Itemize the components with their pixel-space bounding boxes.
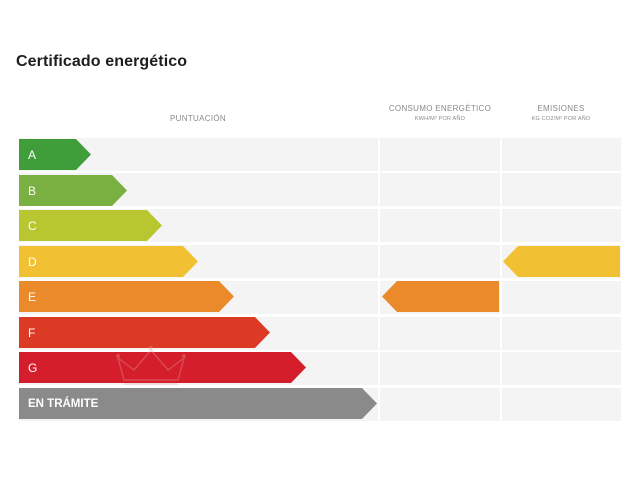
- emissions-cell: [502, 209, 621, 242]
- consumption-cell: [380, 317, 500, 350]
- emissions-rating-indicator: [503, 246, 620, 277]
- consumption-cell: [380, 388, 500, 421]
- rating-bar-g: G: [19, 352, 306, 383]
- consumption-column-header: CONSUMO ENERGÉTICO KWH/M² POR AÑO: [380, 104, 500, 122]
- rating-bar-f: F: [19, 317, 270, 348]
- emissions-column-label: EMISIONES: [537, 104, 585, 113]
- rating-bar-a: A: [19, 139, 91, 170]
- rating-bar-d: D: [19, 246, 198, 277]
- consumption-cell: [380, 245, 500, 278]
- page-title: Certificado energético: [16, 53, 188, 70]
- emissions-column-unit: KG CO2/M² POR AÑO: [531, 116, 591, 122]
- consumption-rating-indicator: [382, 281, 499, 312]
- rating-label: B: [28, 183, 37, 198]
- rating-label: D: [28, 254, 37, 269]
- emissions-cell: [502, 388, 621, 421]
- rating-label: G: [28, 360, 38, 375]
- rating-label: C: [28, 218, 37, 233]
- rating-bar-pending: EN TRÁMITE: [19, 388, 377, 419]
- consumption-cell: [380, 352, 500, 385]
- rating-bar-e: E: [19, 281, 234, 312]
- rating-label: A: [28, 147, 37, 162]
- score-column-header: PUNTUACIÓN: [19, 114, 377, 123]
- emissions-cell: [502, 281, 621, 314]
- grid-row-a: [19, 138, 621, 171]
- rating-bar-b: B: [19, 175, 127, 206]
- score-column-label: PUNTUACIÓN: [170, 114, 226, 123]
- rating-bar-c: C: [19, 210, 162, 241]
- rating-label: E: [28, 289, 37, 304]
- crown-watermark-icon: [116, 346, 186, 385]
- consumption-cell: [380, 209, 500, 242]
- emissions-cell: [502, 317, 621, 350]
- emissions-column-header: EMISIONES KG CO2/M² POR AÑO: [501, 104, 621, 122]
- consumption-column-label: CONSUMO ENERGÉTICO: [388, 104, 492, 113]
- rating-label: EN TRÁMITE: [28, 397, 99, 410]
- consumption-column-unit: KWH/M² POR AÑO: [414, 116, 466, 122]
- emissions-cell: [502, 138, 621, 171]
- consumption-cell: [380, 138, 500, 171]
- rating-label: F: [28, 325, 36, 340]
- emissions-cell: [502, 173, 621, 206]
- consumption-cell: [380, 173, 500, 206]
- emissions-cell: [502, 352, 621, 385]
